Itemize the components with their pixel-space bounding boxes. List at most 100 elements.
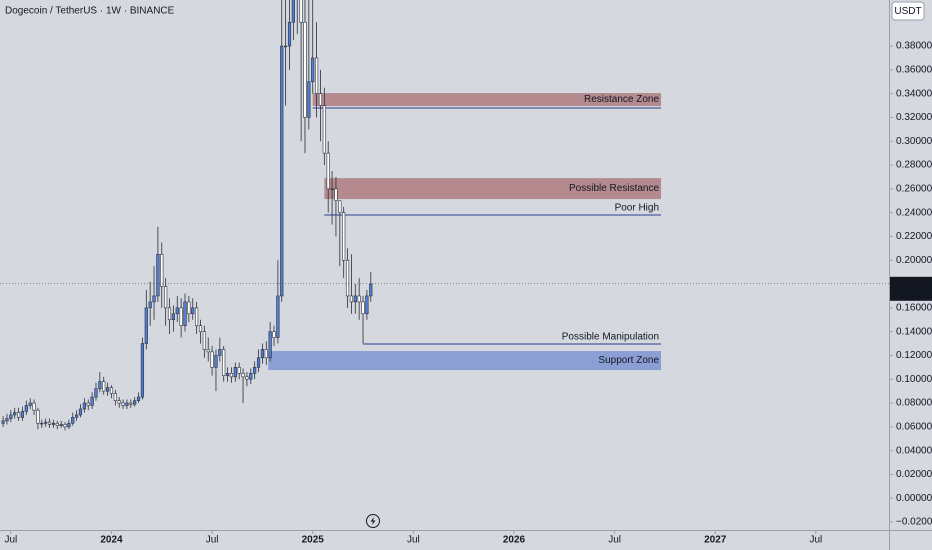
candle-body <box>133 400 137 405</box>
candle-body <box>28 402 32 406</box>
candle-body <box>311 57 315 83</box>
y-tick-label: 0.26000 <box>896 183 932 194</box>
candle-body <box>55 422 59 426</box>
x-tick-label: 2024 <box>100 535 123 546</box>
y-tick-label: 0.14000 <box>896 326 932 337</box>
y-tick-label: 0.32000 <box>896 112 932 123</box>
candle-body <box>40 422 44 425</box>
zone-label: Resistance Zone <box>584 94 659 105</box>
candle-body <box>1 420 5 424</box>
candle-body <box>206 349 210 353</box>
candle-body <box>195 307 199 326</box>
candle-body <box>287 21 292 47</box>
candle-body <box>179 307 183 326</box>
y-tick-label: 0.22000 <box>896 231 932 242</box>
candle-body <box>148 301 152 309</box>
candle-body <box>5 418 9 422</box>
zone-label: Support Zone <box>598 355 659 366</box>
candle-body <box>318 93 323 106</box>
candle-body <box>82 402 86 410</box>
candle-body <box>291 0 295 23</box>
candle-body <box>225 372 230 376</box>
candle-body <box>229 372 234 378</box>
y-tick-label: 0.02000 <box>896 469 932 480</box>
y-tick-label: 0.06000 <box>896 421 932 432</box>
candle-body <box>342 212 346 261</box>
y-tick-label: 0.38000 <box>896 41 932 52</box>
level-label: Possible Manipulation <box>562 332 659 343</box>
x-tick-label: Jul <box>407 535 420 546</box>
candle-body <box>44 421 48 424</box>
lightning-icon[interactable] <box>366 514 380 528</box>
candle-body <box>129 402 133 405</box>
zone <box>324 178 662 200</box>
candle-body <box>183 301 187 326</box>
y-tick-label: 0.30000 <box>896 136 932 147</box>
zone <box>312 93 662 107</box>
price-box <box>890 276 932 301</box>
candle-body <box>51 422 56 425</box>
x-tick-label: 2025 <box>302 535 325 546</box>
x-tick-label: Jul <box>206 535 219 546</box>
chart-title: Dogecoin / TetherUS · 1W · BINANCE <box>5 6 175 17</box>
candle-body <box>102 381 106 392</box>
zone-label: Possible Resistance <box>569 183 659 194</box>
level-label: Poor High <box>615 203 659 214</box>
candle-body <box>369 283 373 297</box>
currency[interactable]: USDT <box>894 6 921 17</box>
candle-body <box>16 412 21 418</box>
candle-body <box>164 286 168 309</box>
candle-body <box>47 421 52 425</box>
currency-box[interactable] <box>891 1 925 21</box>
candle-body <box>276 295 280 338</box>
candle-body <box>218 349 222 356</box>
candle-body <box>20 411 25 418</box>
candle-body <box>268 331 272 359</box>
candle-body <box>338 200 342 213</box>
candle-body <box>272 331 276 338</box>
candle-body <box>94 388 98 398</box>
candle-body <box>71 417 75 424</box>
y-tick-label: 0.08000 <box>896 398 932 409</box>
candle-body <box>303 21 307 118</box>
candle-body <box>86 402 90 406</box>
x-tick-label: Jul <box>809 535 822 546</box>
candle-body <box>144 307 148 344</box>
candle-body <box>109 387 114 394</box>
countdown: 2d 19h <box>895 289 926 300</box>
candle-body <box>121 402 125 406</box>
candle-body <box>245 376 249 380</box>
candle-body <box>330 188 334 190</box>
y-tick-label: 0.16000 <box>896 302 932 313</box>
y-tick-label: 0.10000 <box>896 374 932 385</box>
candle-body <box>24 405 28 412</box>
candle-body <box>361 301 365 315</box>
y-tick-label: 0.20000 <box>896 255 932 266</box>
x-tick-label: Jul <box>4 535 17 546</box>
zone <box>268 351 662 371</box>
candle-body <box>160 253 164 287</box>
y-tick-label: 0.24000 <box>896 207 932 218</box>
candle-body <box>249 372 253 380</box>
candle-body <box>98 381 102 390</box>
candle-body <box>357 295 361 303</box>
candle-body <box>78 408 83 416</box>
candle-body <box>307 81 311 118</box>
candle-body <box>256 357 261 368</box>
candle-body <box>222 349 226 376</box>
candle-body <box>140 343 145 398</box>
candle-body <box>322 105 326 154</box>
candle-body <box>210 351 214 368</box>
candle-body <box>167 307 172 321</box>
y-tick-label: −0.02000 <box>896 517 932 528</box>
candle-body <box>187 301 191 315</box>
candle-body <box>9 414 13 419</box>
x-tick-label: 2026 <box>503 535 526 546</box>
candle-body <box>237 367 241 374</box>
x-tick-label: Jul <box>608 535 621 546</box>
candle-body <box>349 295 354 303</box>
candle-body <box>280 45 284 297</box>
candle-body <box>365 295 369 315</box>
candle-body <box>105 387 110 392</box>
